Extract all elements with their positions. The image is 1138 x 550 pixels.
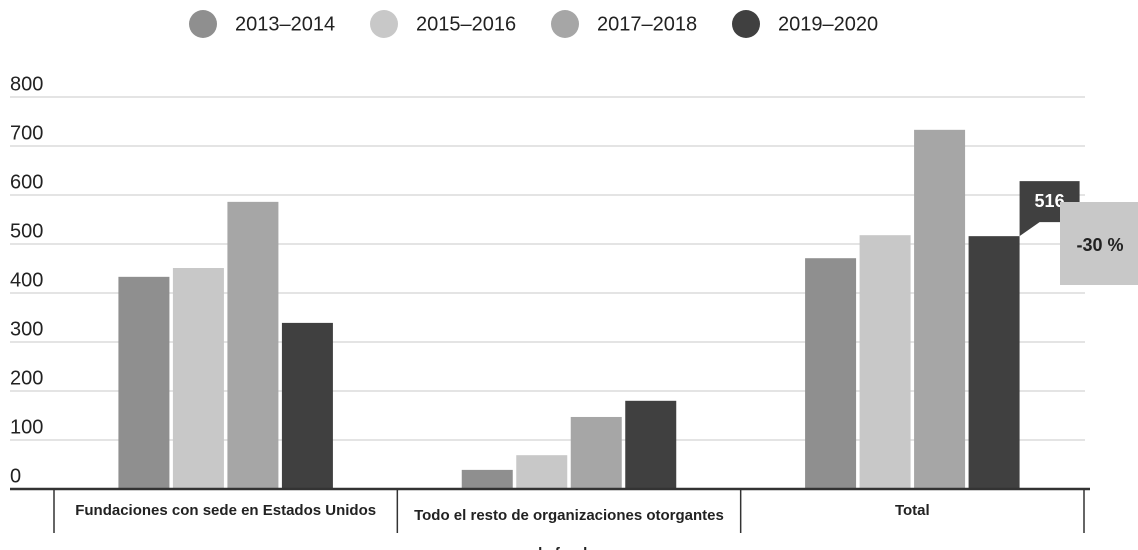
bar	[570, 416, 622, 489]
bar	[461, 469, 513, 489]
data-label-box	[1019, 181, 1080, 237]
y-tick-label: 200	[10, 367, 43, 389]
bar	[805, 258, 857, 489]
legend-swatch	[551, 10, 579, 38]
bar	[227, 201, 279, 490]
y-tick-label: 400	[10, 269, 43, 291]
legend-swatch	[370, 10, 398, 38]
bar	[859, 235, 911, 489]
annotation: -30 %	[1076, 235, 1123, 255]
legend-label: 2015–2016	[416, 13, 516, 35]
bar	[516, 455, 568, 489]
annotation-box	[1060, 202, 1138, 285]
y-tick-label: 100	[10, 416, 43, 438]
bar	[281, 322, 333, 489]
y-tick-label: 700	[10, 122, 43, 144]
legend-swatch	[732, 10, 760, 38]
bar	[172, 268, 224, 489]
bar	[625, 400, 677, 489]
y-tick-label: 600	[10, 171, 43, 193]
bar	[914, 129, 966, 489]
legend-label: 2019–2020	[778, 13, 878, 35]
legend-label: 2013–2014	[235, 13, 335, 35]
data-label: 516	[1035, 191, 1065, 211]
y-tick-label: 800	[10, 73, 43, 95]
legend-label: 2017–2018	[597, 13, 697, 35]
x-tick-label: Fundaciones con sede en Estados Unidos	[75, 502, 377, 519]
y-tick-label: 500	[10, 220, 43, 242]
legend-swatch	[189, 10, 217, 38]
bar	[118, 276, 170, 489]
x-tick-label: Todo el resto de organizaciones otorgant…	[414, 507, 724, 550]
y-tick-label: 0	[10, 465, 21, 487]
y-tick-label: 300	[10, 318, 43, 340]
bar	[968, 236, 1020, 489]
x-tick-label: Total	[894, 502, 930, 519]
